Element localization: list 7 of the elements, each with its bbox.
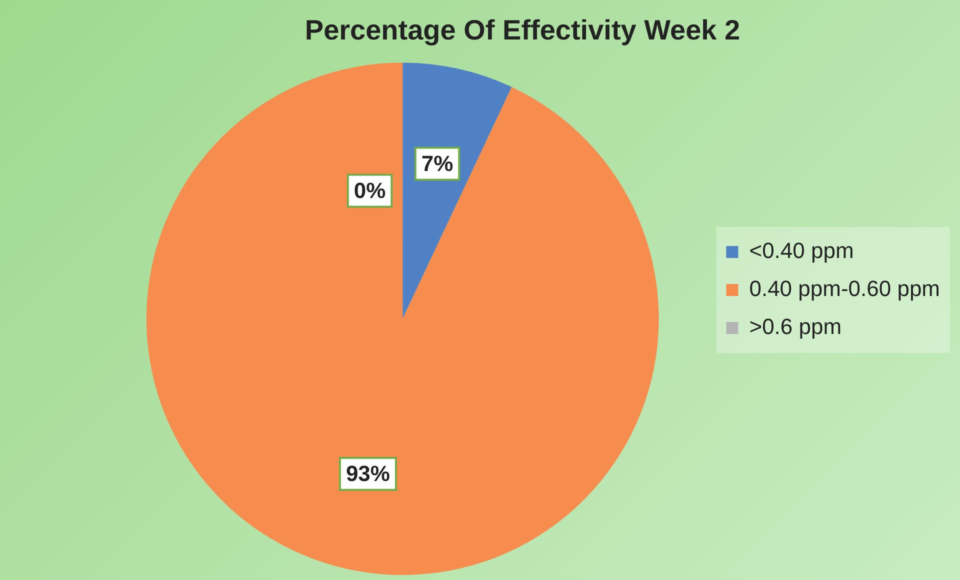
legend-label: >0.6 ppm [749,314,842,340]
text: 0% [354,178,386,203]
data-label: 7% [421,150,454,176]
legend-label: 0.40 ppm-0.60 ppm [749,276,940,302]
chart-title: Percentage Of Effectivity Week 2 [304,14,740,46]
data-label: 93% [346,460,390,486]
legend-label: <0.40 ppm [749,238,854,264]
